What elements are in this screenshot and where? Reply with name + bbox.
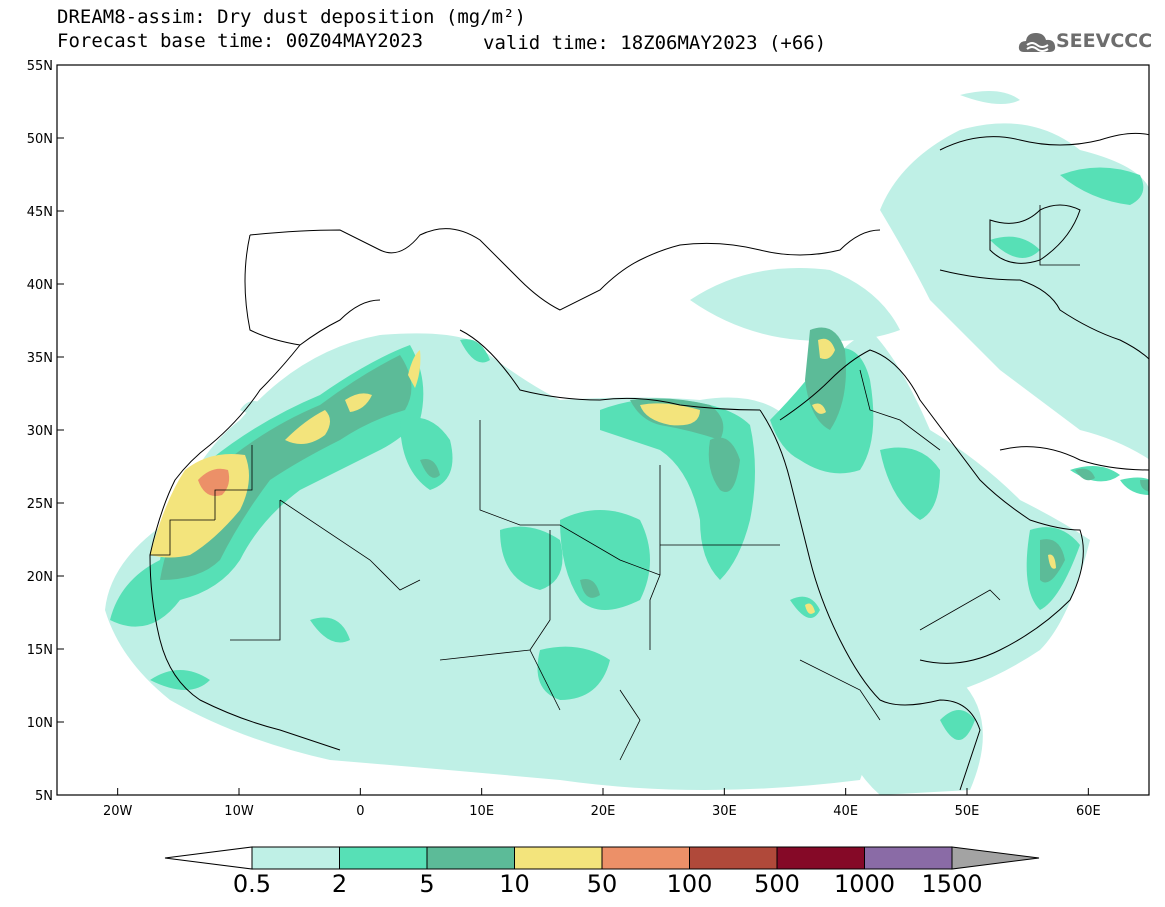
lon-tick-label: 10E (469, 804, 494, 819)
colorbar-label: 1500 (921, 870, 982, 898)
lon-tick-label: 40E (833, 804, 858, 819)
deposition-band-50 (198, 468, 230, 496)
lat-tick-label: 35N (27, 351, 53, 366)
valid-time: valid time: 18Z06MAY2023 (+66) (483, 32, 827, 54)
lon-tick-label: 50E (955, 804, 980, 819)
lat-tick-label: 15N (27, 643, 53, 658)
forecast-base-time: Forecast base time: 00Z04MAY2023 (57, 30, 424, 52)
lon-tick-label: 60E (1076, 804, 1101, 819)
lon-tick-label: 10W (224, 804, 254, 819)
dust-field (105, 91, 1149, 795)
colorbar-over-triangle (951, 846, 1040, 870)
lat-tick-label: 10N (27, 716, 53, 731)
lon-tick-label: 20E (591, 804, 616, 819)
lon-tick-label: 30E (712, 804, 737, 819)
colorbar-segment (426, 846, 515, 870)
colorbar-label: 5 (419, 870, 434, 898)
colorbar-label: 1000 (834, 870, 895, 898)
lat-axis: 55N 50N 45N 40N 35N 30N 25N 20N 15N 10N 5N (27, 59, 64, 804)
lat-tick-label: 40N (27, 278, 53, 293)
cloud-icon (1018, 33, 1056, 52)
colorbar-label: 10 (499, 870, 530, 898)
lat-tick-label: 5N (35, 789, 53, 804)
colorbar-segment (689, 846, 778, 870)
lon-tick-label: 20W (103, 804, 133, 819)
lat-tick-label: 50N (27, 132, 53, 147)
lon-axis: 20W 10W 0 10E 20E 30E 40E 50E 60E (103, 788, 1101, 819)
colorbar-label: 0.5 (233, 870, 271, 898)
colorbar-segment (776, 846, 865, 870)
colorbar-label: 500 (754, 870, 800, 898)
map-title: DREAM8-assim: Dry dust deposition (mg/m²… (57, 6, 526, 28)
colorbar-segment (864, 846, 953, 870)
colorbar-segment (339, 846, 428, 870)
colorbar-under-triangle (164, 846, 253, 870)
colorbar-label: 50 (587, 870, 618, 898)
lat-tick-label: 45N (27, 205, 53, 220)
lat-tick-label: 55N (27, 59, 53, 74)
borders (150, 205, 1080, 761)
colorbar-segment (514, 846, 603, 870)
lon-tick-label: 0 (356, 804, 364, 819)
colorbar-segment (251, 846, 340, 870)
lat-tick-label: 30N (27, 424, 53, 439)
lat-tick-label: 20N (27, 570, 53, 585)
coastlines (149, 132, 1149, 791)
logo-text: SEEVCCC (1056, 30, 1153, 52)
colorbar-label: 100 (667, 870, 713, 898)
colorbar-label: 2 (332, 870, 347, 898)
colorbar-segment (601, 846, 690, 870)
colorbar-legend: 0.5 2 5 10 50 100 500 1000 1500 (164, 846, 1040, 898)
lat-tick-label: 25N (27, 497, 53, 512)
